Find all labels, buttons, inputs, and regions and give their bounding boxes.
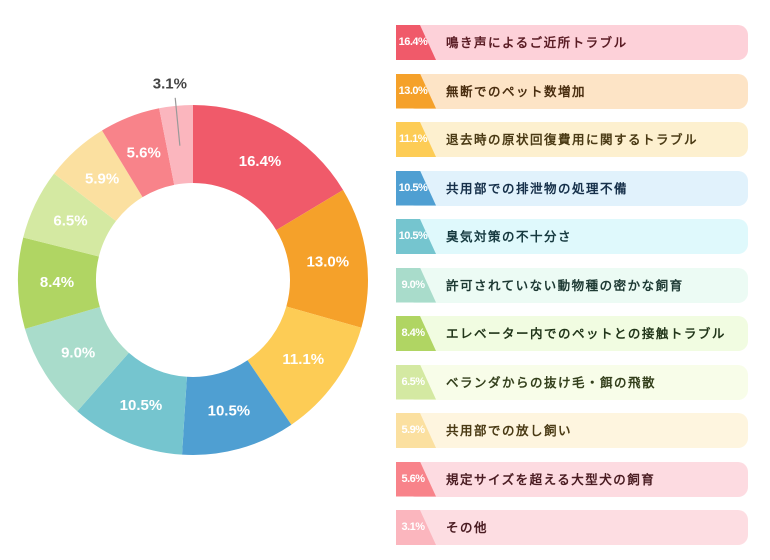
donut-chart: 16.4% 13.0% 11.1% 10.5% 10.5% 9.0% 8.4% 6.5% 5.9…: [17, 75, 368, 455]
legend-item: 5.9% 共用部での放し飼い: [396, 413, 748, 448]
legend-item-background: [406, 25, 748, 60]
legend-label: 規定サイズを超える大型犬の飼育: [446, 471, 656, 487]
legend-item-background: [406, 170, 748, 206]
legend-item-background: [406, 267, 748, 303]
legend-label: 共用部での排泄物の処理不備: [446, 180, 629, 196]
legend-value: 9.0%: [401, 278, 425, 291]
legend-label: 鳴き声によるご近所トラブル: [446, 35, 628, 50]
legend-value: 5.9%: [401, 424, 425, 436]
legend-item-background: [406, 122, 748, 157]
legend-label: エレベーター内でのペットとの接触トラブル: [446, 326, 726, 341]
slice-value-label: 5.9%: [85, 170, 119, 187]
legend-value: 3.1%: [401, 521, 425, 533]
slice-value-label: 6.5%: [53, 212, 87, 229]
legend-label: 共用部での放し飼い: [446, 423, 573, 438]
legend-value: 8.4%: [401, 327, 425, 339]
slice-value-label: 9.0%: [61, 344, 95, 361]
legend-item: 13.0% 無断でのペット数増加: [396, 73, 748, 109]
legend-label: 臭気対策の不十分さ: [446, 229, 573, 244]
legend-value: 10.5%: [398, 230, 428, 242]
legend-item: 16.4% 鳴き声によるご近所トラブル: [396, 25, 748, 60]
legend-item: 11.1% 退去時の原状回復費用に関するトラブル: [396, 122, 748, 157]
legend-label: ベランダからの抜け毛・餌の飛散: [446, 374, 657, 390]
donut-slice: [54, 130, 143, 222]
legend-item: 3.1% その他: [396, 510, 748, 545]
legend-item-background: [406, 413, 748, 448]
legend-item: 10.5% 共用部での排泄物の処理不備: [396, 170, 748, 206]
slice-value-label: 11.1%: [282, 351, 324, 368]
leader-line: [174, 97, 181, 146]
legend-value: 13.0%: [398, 84, 428, 97]
donut-slice: [23, 173, 116, 257]
legend-item-background: [406, 219, 748, 254]
legend-item: 10.5% 臭気対策の不十分さ: [396, 219, 748, 254]
donut-slice: [77, 352, 187, 455]
slice-value-label: 10.5%: [120, 397, 163, 414]
slice-value-label: 10.5%: [208, 403, 251, 420]
legend-item: 6.5% ベランダからの抜け毛・餌の飛散: [396, 364, 748, 400]
slice-value-label: 5.6%: [127, 145, 161, 162]
legend-label: 許可されていない動物種の密かな飼育: [446, 277, 684, 293]
legend: 16.4% 鳴き声によるご近所トラブル 13.0% 無断でのペット数増加 11.1% 退去…: [396, 25, 748, 559]
legend-value: 10.5%: [398, 181, 428, 194]
legend-value: 11.1%: [398, 133, 428, 145]
legend-label: 退去時の原状回復費用に関するトラブル: [446, 132, 699, 147]
legend-value: 16.4%: [398, 36, 428, 48]
donut-slice: [102, 108, 175, 198]
slice-value-label: 8.4%: [40, 274, 74, 291]
legend-item: 9.0% 許可されていない動物種の密かな飼育: [396, 267, 748, 303]
slice-value-label: 3.1%: [153, 75, 187, 92]
legend-value: 5.6%: [401, 472, 425, 485]
slice-value-label: 13.0%: [307, 254, 350, 271]
legend-item-background: [406, 510, 748, 545]
donut-slice: [17, 237, 100, 329]
legend-label: 無断でのペット数増加: [446, 83, 587, 99]
legend-item: 5.6% 規定サイズを超える大型犬の飼育: [396, 461, 748, 497]
legend-item-background: [406, 316, 748, 351]
legend-item-background: [406, 73, 748, 109]
donut-slice: [24, 307, 129, 412]
legend-label: その他: [446, 520, 489, 535]
donut-slice: [247, 306, 362, 425]
donut-slice: [193, 105, 344, 231]
slice-value-label: 16.4%: [239, 153, 282, 170]
legend-item: 8.4% エレベーター内でのペットとの接触トラブル: [396, 316, 748, 351]
legend-item-background: [406, 364, 748, 400]
legend-item-background: [406, 461, 748, 497]
legend-value: 6.5%: [401, 375, 425, 388]
donut-slice: [276, 189, 368, 328]
donut-slice: [182, 360, 292, 455]
donut-slice: [159, 105, 193, 185]
